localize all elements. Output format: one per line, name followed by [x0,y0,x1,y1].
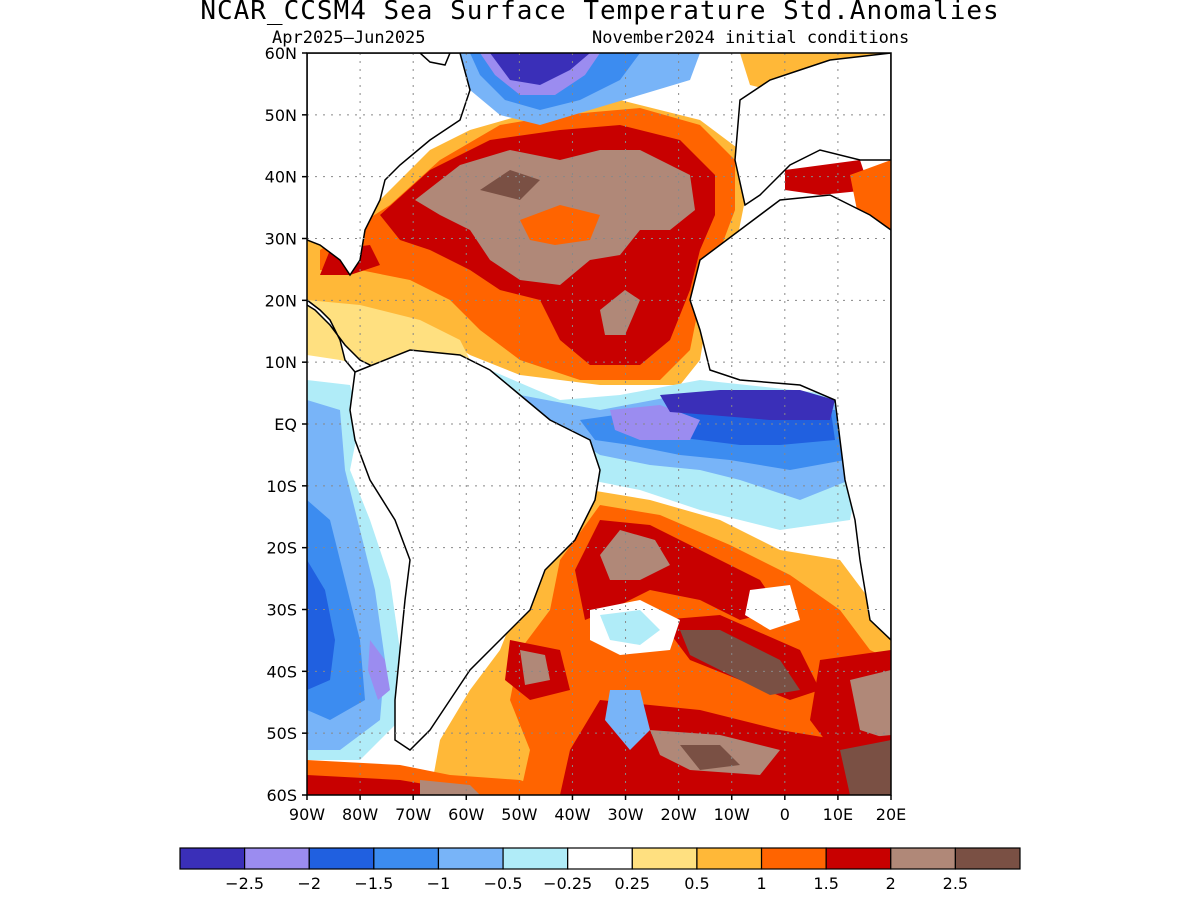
colorbar-label: −0.5 [484,874,523,893]
lat-tick-label: EQ [274,415,297,434]
colorbar-label: −1 [427,874,451,893]
colorbar-label: −2 [297,874,321,893]
colorbar-swatch [244,847,310,870]
east-pacific-anomaly [307,380,400,760]
lat-tick-label: 20S [266,539,297,558]
lat-tick-label: 60N [265,44,297,63]
lon-tick-label: 10W [714,805,750,824]
lat-tick-label: 30S [266,601,297,620]
lat-lon-grid [307,53,891,795]
lat-tick-label: 40N [265,168,297,187]
lat-tick-label: 10S [266,477,297,496]
lat-tick-label: 20N [265,291,297,310]
lon-tick-label: 70W [395,805,431,824]
lon-tick-label: 20W [661,805,697,824]
colorbar-swatch [373,847,440,870]
initial-conditions: November2024 initial conditions [592,28,910,48]
north-atlantic-warm-anomaly [307,100,745,385]
lon-tick-label: 80W [342,805,378,824]
labrador-cold-anomaly [455,53,700,125]
colorbar-label: 2.5 [943,874,968,893]
lat-tick-label: 10N [265,353,297,372]
colorbar-swatch [890,847,956,870]
colorbar-swatch [437,847,504,870]
lon-tick-label: 0 [780,805,790,824]
colorbar-swatch [567,847,633,870]
lat-tick-label: 30N [265,230,297,249]
longitude-axis: 90W 80W 70W 60W 50W 40W 30W 20W 10W 0 10E 20E [289,795,906,824]
colorbar-swatch [696,847,763,870]
colorbar-swatch [308,847,375,870]
colorbar-swatch [825,847,892,870]
colorbar-label: −2.5 [225,874,264,893]
lon-tick-label: 90W [289,805,325,824]
lon-tick-label: 50W [501,805,537,824]
lon-tick-label: 10E [823,805,853,824]
lon-tick-label: 20E [876,805,906,824]
south-america-land [349,349,601,751]
colorbar-swatch [502,847,569,870]
north-america-land [307,53,471,277]
europe-land [734,53,891,207]
lon-tick-label: 40W [554,805,590,824]
southern-ocean-anomaly [307,760,560,795]
lat-tick-label: 60S [266,786,297,805]
greenland-land [418,53,451,66]
lat-tick-label: 40S [266,662,297,681]
anomaly-field [307,53,891,795]
colorbar-swatch [954,847,1021,870]
tropical-cold-anomaly [490,370,860,530]
colorbar-label: −1.5 [354,874,393,893]
colorbar-label: 2 [886,874,896,893]
colorbar-swatch [631,847,698,870]
lon-tick-label: 30W [607,805,643,824]
colorbar-label: 1 [756,874,766,893]
africa-land [689,194,891,642]
south-atlantic-warm-anomaly [430,490,891,795]
color-legend: −2.5 −2 −1.5 −1 −0.5 −0.25 0.25 0.5 1 1.5 2 2.5 [179,847,1021,893]
colorbar-label: −0.25 [543,874,592,893]
colorbar-swatch [760,847,827,870]
lon-tick-label: 60W [448,805,484,824]
colorbar-swatch [179,847,246,870]
colorbar-label: 1.5 [813,874,838,893]
forecast-period: Apr2025–Jun2025 [272,28,426,48]
land-masses [307,53,891,751]
latitude-axis: 60N 50N 40N 30N 20N 10N EQ 10S 20S 30S 40S 50S 60S [265,44,307,805]
map-title: NCAR_CCSM4 Sea Surface Temperature Std.A… [200,0,1000,26]
colorbar-label: 0.25 [614,874,650,893]
lat-tick-label: 50S [266,724,297,743]
colorbar-label: 0.5 [684,874,709,893]
lat-tick-label: 50N [265,106,297,125]
